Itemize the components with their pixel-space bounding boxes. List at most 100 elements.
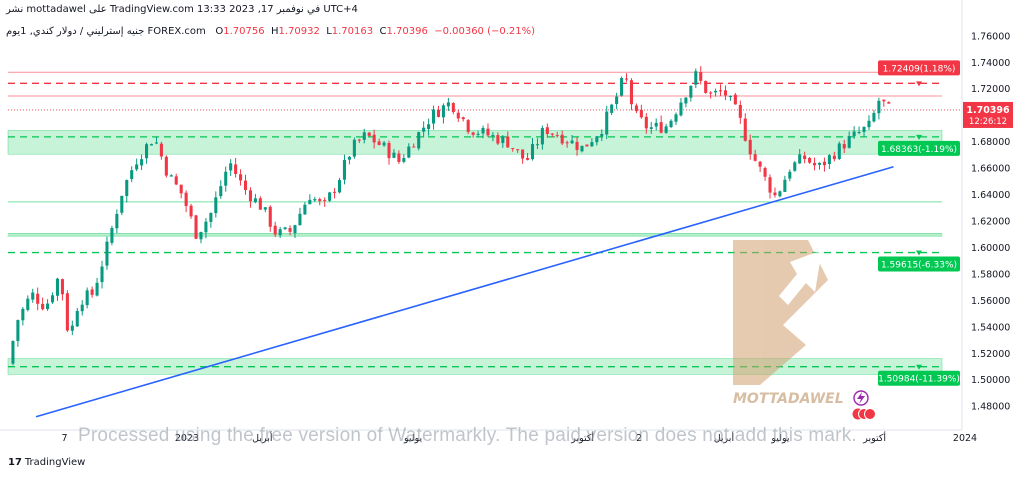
x-tick-label: أبريل (252, 431, 273, 444)
candle-body (788, 171, 792, 179)
candle (748, 134, 752, 160)
candle-body (560, 134, 564, 144)
candle-body (575, 141, 579, 150)
y-tick-label: 1.74000 (971, 58, 1010, 69)
candle (793, 160, 797, 172)
candle-body (872, 112, 876, 122)
symbol-title[interactable]: جنيه إسترليني / دولار كندي, 1يوم FOREX.c… (6, 26, 206, 37)
candle (570, 135, 574, 144)
candle-body (214, 197, 218, 214)
candle (788, 169, 792, 182)
candle (392, 149, 396, 159)
candle-body (31, 292, 35, 300)
candle (709, 91, 713, 99)
candle (476, 130, 480, 138)
candle-body (125, 180, 129, 196)
x-tick-label: يوليو (770, 433, 790, 444)
candle-body (659, 122, 663, 133)
candle-body (654, 122, 658, 127)
x-tick-label: 2024 (953, 433, 977, 444)
candle (664, 123, 668, 134)
candle (545, 123, 549, 138)
candle-body (639, 109, 643, 118)
candle-body (303, 204, 307, 215)
candle (382, 140, 386, 147)
candle (813, 157, 817, 171)
candle (486, 123, 490, 138)
candle (145, 142, 149, 164)
candle (441, 103, 445, 124)
candle (347, 155, 351, 165)
candle-body (535, 144, 539, 146)
candle-body (120, 195, 124, 213)
candle-body (827, 155, 831, 165)
candle (644, 113, 648, 134)
candle (298, 207, 302, 226)
candle-body (174, 176, 178, 185)
candle-body (278, 229, 282, 236)
candle-body (486, 128, 490, 136)
candle-body (813, 162, 817, 166)
candle-body (199, 231, 203, 240)
candle-body (620, 78, 624, 96)
candle (214, 191, 218, 218)
candle (372, 129, 376, 149)
candle-body (817, 162, 822, 165)
candle-body (778, 191, 782, 197)
candle (224, 166, 228, 192)
candle (521, 149, 525, 164)
candle-body (877, 100, 881, 114)
candle-body (417, 132, 421, 149)
candle (466, 119, 470, 135)
candle (55, 277, 60, 301)
candle-body (867, 120, 871, 128)
candle-body (382, 142, 386, 146)
price-level-marker-icon (916, 364, 922, 370)
events-icon[interactable] (852, 408, 876, 420)
x-tick-label: أبريل (714, 431, 735, 444)
candle-body (530, 144, 535, 160)
candle (629, 78, 634, 111)
support-zone-0 (7, 130, 943, 155)
candle (303, 202, 307, 215)
candle-body (822, 161, 826, 166)
candle (229, 159, 233, 176)
y-tick-label: 1.76000 (971, 31, 1010, 42)
candle-body (293, 225, 297, 234)
candle (11, 340, 15, 366)
lightning-icon[interactable] (853, 390, 869, 406)
candle-body (323, 199, 327, 201)
candle (723, 85, 728, 101)
candle-body (422, 127, 426, 132)
candle-body (783, 179, 787, 192)
price-level-label-0: 1.72409(1.18%) (883, 64, 956, 74)
candle-body (615, 96, 619, 104)
candle (822, 157, 826, 172)
tradingview-logo-icon: 17 (8, 457, 22, 468)
candle (140, 154, 144, 170)
candle-body (194, 215, 198, 239)
candle-body (808, 157, 812, 163)
candle-body (436, 109, 441, 117)
tradingview-logo[interactable]: 17 TradingView (8, 457, 85, 468)
candle (46, 299, 50, 311)
candle (422, 121, 426, 138)
candle-body (367, 132, 371, 136)
candle (387, 140, 391, 165)
y-tick-label: 1.52000 (971, 349, 1010, 360)
candle (654, 118, 658, 131)
candle (837, 141, 841, 161)
candle-body (337, 180, 342, 193)
candle-body (342, 159, 347, 180)
candle-body (491, 135, 495, 137)
candle (738, 100, 742, 124)
candle-body (362, 132, 366, 140)
candle-body (516, 149, 520, 151)
candle-body (95, 282, 99, 296)
candle-body (179, 184, 183, 194)
y-tick-label: 1.58000 (971, 269, 1010, 280)
candle-body (610, 104, 614, 113)
candle (130, 166, 134, 183)
